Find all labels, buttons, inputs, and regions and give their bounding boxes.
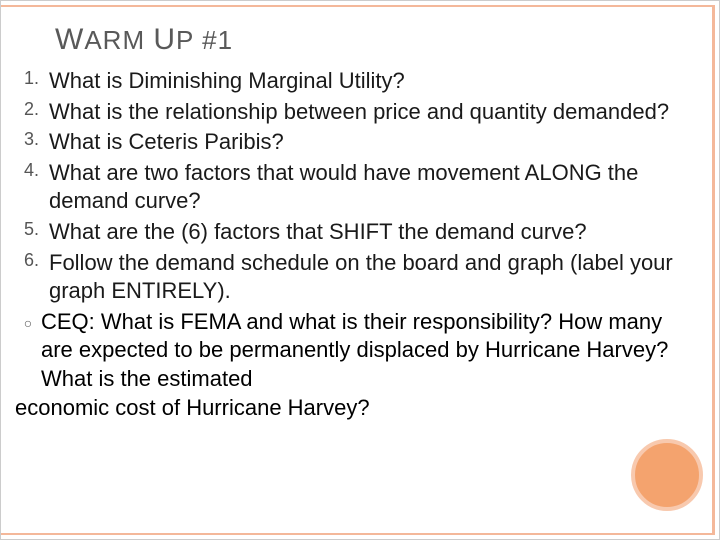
ceq-continuation: economic cost of Hurricane Harvey? <box>15 394 692 423</box>
title-w-rest: ARM <box>84 25 145 55</box>
list-item: 5. What are the (6) factors that SHIFT t… <box>15 218 692 247</box>
title-w-cap: W <box>55 23 84 56</box>
ceq-bullet-icon: ○ <box>15 308 41 394</box>
list-item: 6. Follow the demand schedule on the boa… <box>15 249 692 306</box>
ceq-line: ○ CEQ: What is FEMA and what is their re… <box>15 308 692 394</box>
slide-content: WARM UP #1 1. What is Diminishing Margin… <box>5 5 715 535</box>
question-list: 1. What is Diminishing Marginal Utility?… <box>15 67 692 306</box>
item-text: What is the relationship between price a… <box>49 98 692 127</box>
item-text: What are the (6) factors that SHIFT the … <box>49 218 692 247</box>
list-item: 2. What is the relationship between pric… <box>15 98 692 127</box>
item-number: 2. <box>15 98 49 127</box>
item-text: What is Ceteris Paribis? <box>49 128 692 157</box>
item-text: What is Diminishing Marginal Utility? <box>49 67 692 96</box>
title-u-rest: P <box>176 25 194 55</box>
item-text: Follow the demand schedule on the board … <box>49 249 692 306</box>
list-item: 3. What is Ceteris Paribis? <box>15 128 692 157</box>
item-number: 4. <box>15 159 49 216</box>
list-item: 4. What are two factors that would have … <box>15 159 692 216</box>
title-u-cap: U <box>153 23 176 56</box>
item-number: 5. <box>15 218 49 247</box>
slide-title: WARM UP #1 <box>55 23 692 57</box>
item-text: What are two factors that would have mov… <box>49 159 692 216</box>
ceq-text: CEQ: What is FEMA and what is their resp… <box>41 308 692 394</box>
title-suffix: #1 <box>202 25 233 55</box>
item-number: 3. <box>15 128 49 157</box>
item-number: 1. <box>15 67 49 96</box>
item-number: 6. <box>15 249 49 306</box>
list-item: 1. What is Diminishing Marginal Utility? <box>15 67 692 96</box>
decorative-circle-icon <box>631 439 703 511</box>
